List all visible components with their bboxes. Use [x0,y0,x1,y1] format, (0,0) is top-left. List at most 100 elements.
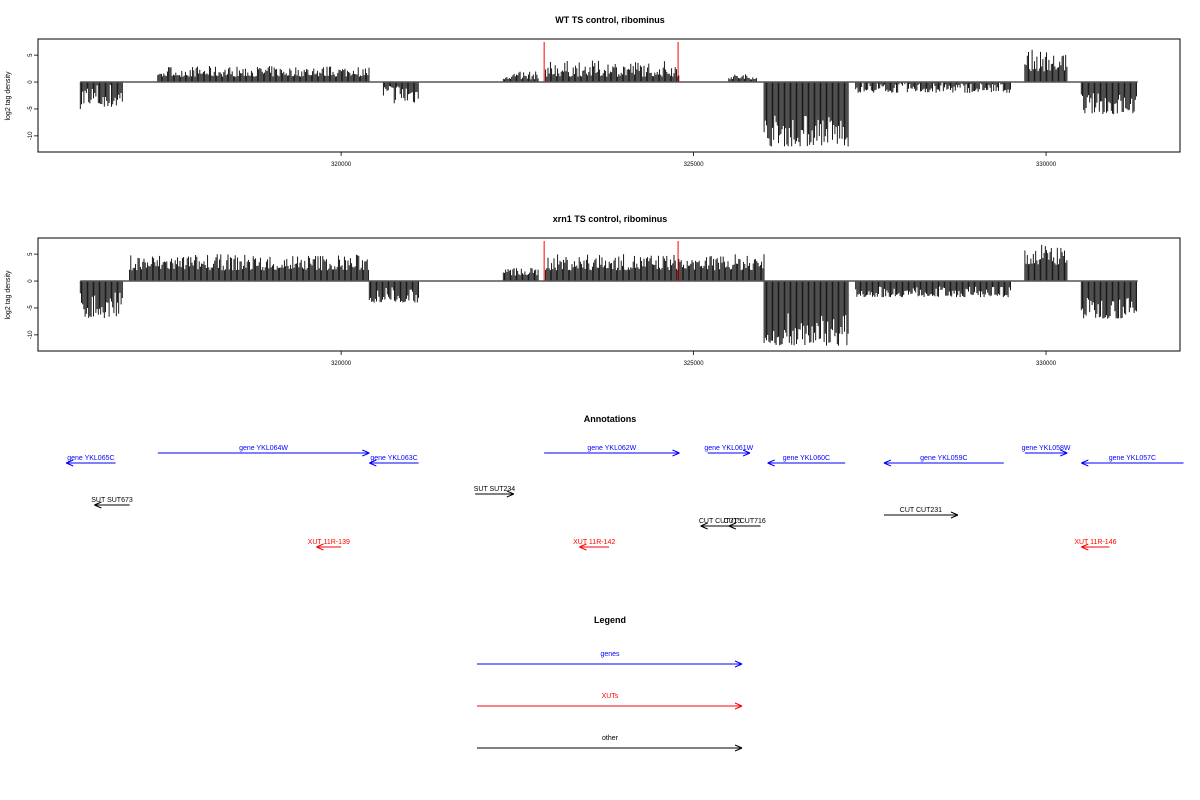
feature-label: gene YKL063C [370,455,417,462]
feature-other: SUT SUT673 [91,497,133,509]
feature-arrowhead [950,511,959,516]
x-tick-label: 330000 [1036,162,1057,168]
density-segment [368,281,419,303]
feature-arrowhead [316,543,324,548]
feature-xut: XUT 11R-146 [1074,539,1117,551]
feature-gene: gene YKL063C [369,455,419,467]
feature-arrowhead [734,747,743,752]
feature-label: gene YKL057C [1109,455,1156,462]
feature-arrowhead [1060,452,1068,457]
density-segment [1080,281,1137,319]
density-segment [763,82,849,147]
y-tick-label: -5 [28,305,34,311]
annotations-title: Annotations [584,414,637,424]
feature-label: CUT CUT716 [724,518,766,525]
axes-xrn1: -10 -5 0 5 320000 325000 330000 [28,252,1057,367]
feature-arrowhead [734,705,743,710]
feature-arrowhead [734,702,743,707]
feature-arrowhead [66,459,74,464]
feature-arrowhead [94,504,102,509]
feature-xut: XUT 11R-139 [308,539,350,551]
plot-frame-xrn1 [37,237,1181,352]
feature-label: gene YKL058W [1022,445,1071,452]
feature-arrowhead [728,522,737,527]
y-axis-label-xrn1: log2 tag density [5,270,12,320]
feature-arrowhead [883,459,892,464]
y-tick-label: 5 [28,53,34,57]
density-segment [855,281,1011,298]
feature-gene: gene YKL062W [544,445,680,457]
y-tick-label: 0 [28,279,34,283]
x-tick-label: 330000 [1036,361,1057,367]
feature-arrowhead [1060,449,1068,454]
feature-label: gene YKL059C [920,455,967,462]
feature-label: gene YKL061W [704,445,753,452]
density-segment [1024,244,1068,281]
y-tick-label: -5 [28,106,34,112]
legend-label: genes [600,651,620,658]
feature-arrowhead [700,525,708,530]
feature-label: gene YKL062W [587,445,636,452]
y-tick-label: 5 [28,252,34,256]
density-segment [382,82,419,104]
feature-arrowhead [369,459,377,464]
feature-arrowhead [742,449,751,454]
density-segment [1024,49,1068,82]
feature-xut: XUT 11R-142 [573,539,615,551]
feature-gene: gene YKL065C [66,455,116,467]
density-segment [545,254,765,281]
feature-label: CUT CUT715 [699,518,741,525]
feature-arrowhead [506,490,515,495]
feature-arrowhead [1081,546,1089,551]
x-tick-label: 325000 [684,162,705,168]
feature-other: CUT CUT716 [724,518,766,530]
feature-gene: gene YKL064W [157,445,370,457]
density-segment [502,71,539,82]
feature-label: gene YKL060C [783,455,830,462]
feature-arrowhead [734,660,743,665]
density-segment [129,254,369,281]
y-tick-label: -10 [28,131,34,140]
density-segment [728,74,757,82]
feature-arrowhead [66,462,74,467]
feature-label: XUT 11R-139 [308,539,350,546]
y-tick-label: 0 [28,80,34,84]
feature-arrowhead [883,462,892,467]
feature-other: CUT CUT231 [883,507,959,519]
feature-label: SUT SUT673 [91,497,133,504]
legend-item: other [477,735,743,752]
feature-gene: gene YKL058W [1022,445,1071,457]
legend-label: XUTs [602,693,619,700]
feature-label: XUT 11R-146 [1074,539,1116,546]
y-tick-label: -10 [28,330,34,339]
y-axis-label-wt: log2 tag density [5,71,12,121]
legend-item: genes [477,651,743,668]
density-segment [157,66,370,82]
feature-gene: gene YKL057C [1081,455,1184,467]
x-tick-label: 325000 [684,361,705,367]
feature-arrowhead [1081,543,1089,548]
feature-arrowhead [316,546,324,551]
feature-arrowhead [362,452,370,457]
legend-item: XUTs [477,693,743,710]
panel-title-xrn1: xrn1 TS control, ribominus [553,214,668,224]
density-bars-wt [79,42,1138,147]
density-segment [545,60,680,82]
feature-gene: gene YKL060C [767,455,846,467]
feature-gene: gene YKL059C [883,455,1004,467]
density-segment [79,281,123,318]
plot-frame-wt [37,38,1181,153]
axes-wt: -10 -5 0 5 320000 325000 330000 [28,53,1057,168]
panel-wt-ts-control: WT TS control, ribominus log2 tag densit… [5,15,1181,168]
feature-arrowhead [700,522,708,527]
x-tick-label: 320000 [331,162,352,168]
feature-arrowhead [94,501,102,506]
feature-arrowhead [767,459,775,464]
density-segment [1080,82,1137,115]
feature-arrowhead [672,452,680,457]
feature-gene: gene YKL061W [704,445,754,457]
feature-other: SUT SUT234 [474,486,515,498]
panel-title-wt: WT TS control, ribominus [555,15,665,25]
feature-label: gene YKL064W [239,445,288,452]
